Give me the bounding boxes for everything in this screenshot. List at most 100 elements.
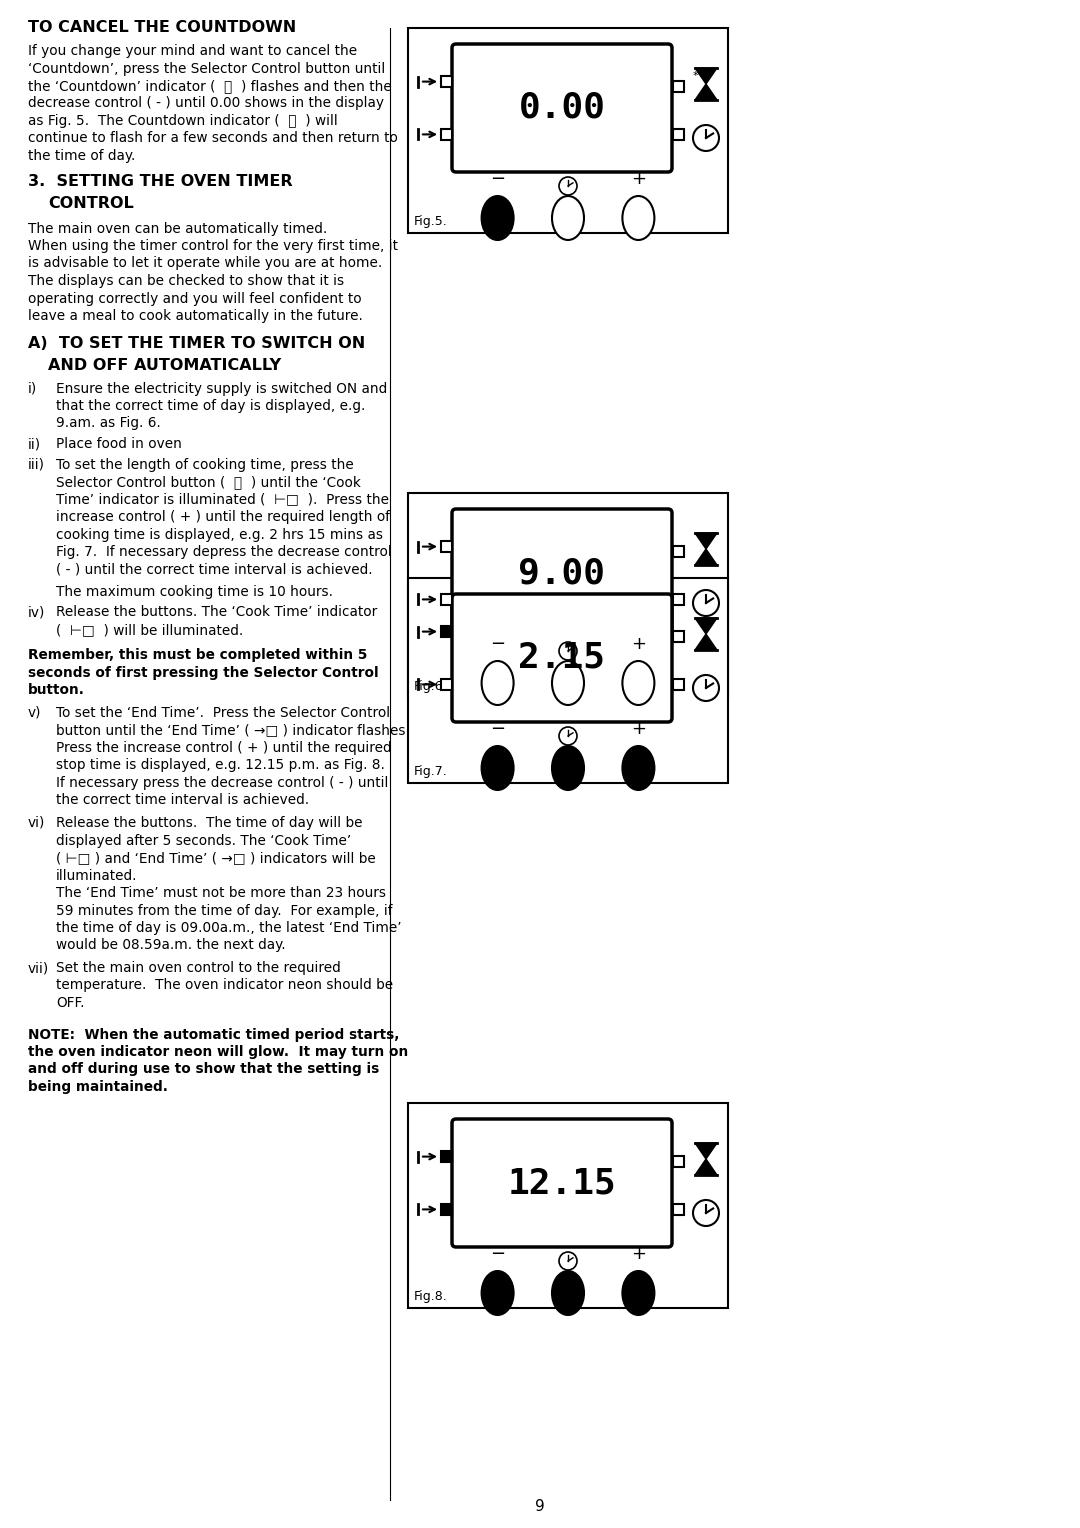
Circle shape	[693, 125, 719, 151]
Ellipse shape	[622, 746, 654, 790]
Text: AND OFF AUTOMATICALLY: AND OFF AUTOMATICALLY	[48, 358, 281, 373]
Text: button until the ‘End Time’ ( →□ ) indicator flashes.: button until the ‘End Time’ ( →□ ) indic…	[56, 723, 410, 738]
Ellipse shape	[552, 662, 584, 704]
Text: ( - ) until the correct time interval is achieved.: ( - ) until the correct time interval is…	[56, 562, 373, 576]
Text: the time of day is 09.00a.m., the latest ‘End Time’: the time of day is 09.00a.m., the latest…	[56, 921, 402, 935]
Text: 12.15: 12.15	[508, 1166, 617, 1199]
Text: OFF.: OFF.	[56, 996, 84, 1010]
Text: If you change your mind and want to cancel the: If you change your mind and want to canc…	[28, 44, 357, 58]
Text: iv): iv)	[28, 605, 45, 619]
Polygon shape	[696, 634, 717, 649]
Text: cooking time is displayed, e.g. 2 hrs 15 mins as: cooking time is displayed, e.g. 2 hrs 15…	[56, 527, 383, 541]
Text: the correct time interval is achieved.: the correct time interval is achieved.	[56, 793, 309, 807]
Bar	[408, 494, 728, 698]
Polygon shape	[696, 533, 717, 549]
Text: vii): vii)	[28, 961, 50, 975]
Text: The maximum cooking time is 10 hours.: The maximum cooking time is 10 hours.	[56, 585, 333, 599]
Bar	[673, 1204, 684, 1215]
Text: The displays can be checked to show that it is: The displays can be checked to show that…	[28, 274, 345, 287]
Text: *: *	[693, 70, 699, 81]
Text: 2.15: 2.15	[518, 642, 606, 675]
Ellipse shape	[622, 1271, 654, 1316]
Text: leave a meal to cook automatically in the future.: leave a meal to cook automatically in th…	[28, 309, 363, 322]
Text: 59 minutes from the time of day.  For example, if: 59 minutes from the time of day. For exa…	[56, 903, 392, 917]
Bar	[441, 678, 453, 691]
Text: Release the buttons. The ‘Cook Time’ indicator: Release the buttons. The ‘Cook Time’ ind…	[56, 605, 377, 619]
Polygon shape	[696, 1160, 717, 1175]
Ellipse shape	[482, 662, 514, 704]
Text: 0.00: 0.00	[518, 92, 606, 125]
Text: A)  TO SET THE TIMER TO SWITCH ON: A) TO SET THE TIMER TO SWITCH ON	[28, 336, 365, 351]
Text: i): i)	[28, 382, 37, 396]
Polygon shape	[696, 617, 717, 634]
Text: and off during use to show that the setting is: and off during use to show that the sett…	[28, 1062, 379, 1077]
Text: +: +	[631, 636, 646, 652]
Text: 3.  SETTING THE OVEN TIMER: 3. SETTING THE OVEN TIMER	[28, 174, 293, 189]
Text: 9.am. as Fig. 6.: 9.am. as Fig. 6.	[56, 417, 161, 431]
FancyBboxPatch shape	[453, 44, 672, 173]
Text: −: −	[490, 170, 505, 188]
Ellipse shape	[482, 1271, 514, 1316]
Text: Press the increase control ( + ) until the required: Press the increase control ( + ) until t…	[56, 741, 392, 755]
Bar	[408, 578, 728, 782]
Text: the time of day.: the time of day.	[28, 150, 135, 163]
Ellipse shape	[622, 662, 654, 704]
Bar	[408, 1103, 728, 1308]
Text: To set the ‘End Time’.  Press the Selector Control: To set the ‘End Time’. Press the Selecto…	[56, 706, 390, 720]
Text: iii): iii)	[28, 457, 45, 472]
Text: button.: button.	[28, 683, 85, 697]
Text: Selector Control button (  ⌛  ) until the ‘Cook: Selector Control button ( ⌛ ) until the …	[56, 475, 361, 489]
Text: v): v)	[28, 706, 41, 720]
Circle shape	[559, 727, 577, 746]
Polygon shape	[696, 69, 717, 84]
Text: CONTROL: CONTROL	[48, 196, 134, 211]
Text: the oven indicator neon will glow.  It may turn on: the oven indicator neon will glow. It ma…	[28, 1045, 408, 1059]
Text: Fig.6.: Fig.6.	[414, 680, 447, 694]
FancyBboxPatch shape	[453, 594, 672, 723]
Ellipse shape	[552, 746, 584, 790]
Text: seconds of first pressing the Selector Control: seconds of first pressing the Selector C…	[28, 666, 379, 680]
Bar	[441, 594, 453, 605]
Text: Fig. 7.  If necessary depress the decrease control: Fig. 7. If necessary depress the decreas…	[56, 545, 392, 559]
Text: (  ⊢□  ) will be illuminated.: ( ⊢□ ) will be illuminated.	[56, 623, 243, 637]
Text: ii): ii)	[28, 437, 41, 451]
Text: the ‘Countdown’ indicator (  ⧖  ) flashes and then the: the ‘Countdown’ indicator ( ⧖ ) flashes …	[28, 79, 392, 93]
Text: +: +	[631, 720, 646, 738]
Circle shape	[693, 590, 719, 616]
Text: −: −	[490, 720, 505, 738]
Circle shape	[693, 675, 719, 701]
Ellipse shape	[622, 196, 654, 240]
Bar	[441, 541, 453, 552]
Text: that the correct time of day is displayed, e.g.: that the correct time of day is displaye…	[56, 399, 365, 413]
Bar	[441, 1204, 453, 1215]
Ellipse shape	[482, 196, 514, 240]
FancyBboxPatch shape	[453, 509, 672, 637]
Polygon shape	[696, 84, 717, 99]
Text: NOTE:  When the automatic timed period starts,: NOTE: When the automatic timed period st…	[28, 1027, 400, 1042]
Polygon shape	[696, 549, 717, 565]
Text: decrease control ( - ) until 0.00 shows in the display: decrease control ( - ) until 0.00 shows …	[28, 96, 384, 110]
Text: TO CANCEL THE COUNTDOWN: TO CANCEL THE COUNTDOWN	[28, 20, 296, 35]
Circle shape	[693, 1199, 719, 1225]
Bar	[441, 128, 453, 141]
Text: continue to flash for a few seconds and then return to: continue to flash for a few seconds and …	[28, 131, 397, 145]
Circle shape	[559, 642, 577, 660]
Text: If necessary press the decrease control ( - ) until: If necessary press the decrease control …	[56, 776, 389, 790]
Bar	[673, 631, 684, 642]
Text: operating correctly and you will feel confident to: operating correctly and you will feel co…	[28, 292, 362, 306]
Text: displayed after 5 seconds. The ‘Cook Time’: displayed after 5 seconds. The ‘Cook Tim…	[56, 833, 351, 848]
Text: The ‘End Time’ must not be more than 23 hours: The ‘End Time’ must not be more than 23 …	[56, 886, 386, 900]
Text: stop time is displayed, e.g. 12.15 p.m. as Fig. 8.: stop time is displayed, e.g. 12.15 p.m. …	[56, 758, 384, 773]
Text: +: +	[631, 1245, 646, 1264]
Text: Set the main oven control to the required: Set the main oven control to the require…	[56, 961, 341, 975]
Text: Fig.8.: Fig.8.	[414, 1290, 448, 1303]
Text: is advisable to let it operate while you are at home.: is advisable to let it operate while you…	[28, 257, 382, 270]
Text: Place food in oven: Place food in oven	[56, 437, 181, 451]
Bar	[441, 1151, 453, 1163]
Text: Release the buttons.  The time of day will be: Release the buttons. The time of day wil…	[56, 816, 363, 830]
Text: The main oven can be automatically timed.: The main oven can be automatically timed…	[28, 222, 327, 235]
Bar	[673, 128, 684, 141]
Circle shape	[559, 177, 577, 196]
Circle shape	[559, 1251, 577, 1270]
Bar	[673, 545, 684, 556]
